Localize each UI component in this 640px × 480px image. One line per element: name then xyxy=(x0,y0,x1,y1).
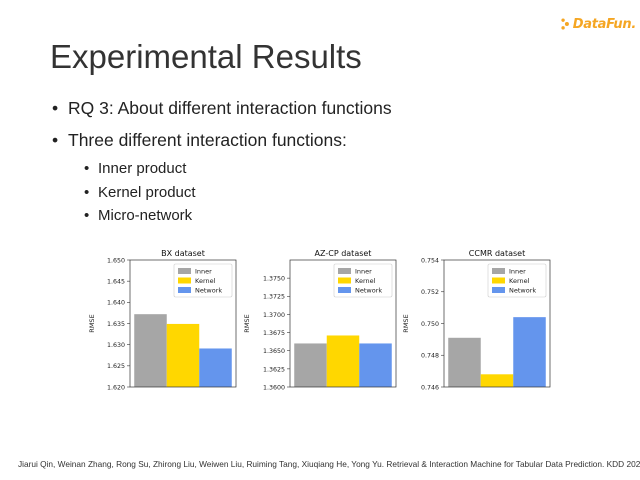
bx-dataset-chart-svg: BX dataset 1.620 1.625 1.630 1.635 1.640 1.645… xyxy=(88,249,237,391)
az-cp-dataset-ytick-label: 1.3625 xyxy=(263,366,285,373)
datafun-logo-text: DataFun. xyxy=(572,16,637,32)
bx-dataset-legend-swatch-kernel xyxy=(178,277,191,284)
az-cp-dataset-legend-label-network: Network xyxy=(355,287,382,295)
az-cp-dataset-chart-svg: AZ-CP dataset 1.3600 1.3625 1.3650 1.3675 1.3… xyxy=(243,249,397,391)
ccmr-dataset-ytick-label: 0.752 xyxy=(421,289,439,296)
bx-dataset-ylabel: RMSE xyxy=(88,314,96,332)
sub-bullet-kernel-product: Kernel product xyxy=(84,181,196,205)
bx-dataset-ytick-label: 1.645 xyxy=(107,279,125,286)
az-cp-dataset-chart: AZ-CP dataset 1.3600 1.3625 1.3650 1.3675 1.3… xyxy=(238,246,398,396)
az-cp-dataset-bar-inner xyxy=(294,343,327,387)
main-bullets: RQ 3: About different interaction functi… xyxy=(52,96,392,160)
bullet-interaction-functions: Three different interaction functions: xyxy=(52,128,392,152)
ccmr-dataset-bar-kernel xyxy=(480,374,514,387)
az-cp-dataset-legend-swatch-inner xyxy=(338,268,351,274)
bx-dataset-title: BX dataset xyxy=(161,249,205,258)
bx-dataset-bar-network xyxy=(199,348,232,387)
az-cp-dataset-bar-kernel xyxy=(326,335,360,387)
sub-bullets: Inner product Kernel product Micro-netwo… xyxy=(84,157,196,228)
bx-dataset-bar-kernel xyxy=(166,323,200,387)
az-cp-dataset-plot-frame xyxy=(289,259,397,388)
az-cp-dataset-legend-swatch-network xyxy=(338,287,351,293)
bx-dataset-bar-inner xyxy=(134,314,167,387)
ccmr-dataset-ytick-label: 0.748 xyxy=(421,353,439,360)
sub-bullet-inner-product: Inner product xyxy=(84,157,196,181)
az-cp-dataset-legend-label-inner: Inner xyxy=(355,268,372,276)
az-cp-dataset-bar-network xyxy=(359,343,392,387)
ccmr-dataset-legend-label-network: Network xyxy=(509,287,536,295)
bx-dataset-ytick-label: 1.650 xyxy=(107,257,125,264)
bx-dataset-ytick-label: 1.640 xyxy=(107,300,125,307)
bullet-rq3: RQ 3: About different interaction functi… xyxy=(52,96,392,120)
az-cp-dataset-ytick-label: 1.3600 xyxy=(263,384,285,391)
az-cp-dataset-ytick-label: 1.3700 xyxy=(263,312,285,319)
az-cp-dataset-legend-label-kernel: Kernel xyxy=(355,277,376,285)
bx-dataset-legend-swatch-network xyxy=(178,287,191,293)
ccmr-dataset-legend-swatch-inner xyxy=(492,268,505,274)
az-cp-dataset-title: AZ-CP dataset xyxy=(315,249,372,258)
bx-dataset-ytick-label: 1.635 xyxy=(107,321,125,328)
ccmr-dataset-plot-frame xyxy=(443,259,551,388)
ccmr-dataset-legend-swatch-network xyxy=(492,287,505,293)
bx-dataset-legend-label-kernel: Kernel xyxy=(195,277,216,285)
ccmr-dataset-chart: CCMR dataset 0.746 0.748 0.750 0.752 0.754 RMS… xyxy=(398,246,552,396)
slide-title: Experimental Results xyxy=(50,38,362,75)
bx-dataset-ytick-label: 1.630 xyxy=(107,342,125,349)
ccmr-dataset-legend-swatch-kernel xyxy=(492,277,505,284)
bx-dataset-plot-frame xyxy=(129,259,237,388)
ccmr-dataset-ytick-label: 0.750 xyxy=(421,321,439,328)
ccmr-dataset-chart-svg: CCMR dataset 0.746 0.748 0.750 0.752 0.754 RMS… xyxy=(402,249,551,391)
ccmr-dataset-bar-network xyxy=(513,317,546,387)
ccmr-dataset-ytick-label: 0.746 xyxy=(421,384,439,391)
az-cp-dataset-ytick-label: 1.3650 xyxy=(263,348,285,355)
az-cp-dataset-legend-swatch-kernel xyxy=(338,277,351,284)
bx-dataset-chart: BX dataset 1.620 1.625 1.630 1.635 1.640 1.645… xyxy=(84,246,238,396)
bx-dataset-ytick-label: 1.620 xyxy=(107,384,125,391)
ccmr-dataset-title: CCMR dataset xyxy=(469,249,525,258)
az-cp-dataset-ytick-label: 1.3750 xyxy=(263,276,285,283)
bx-dataset-ytick-label: 1.625 xyxy=(107,363,125,370)
datafun-logo: DataFun. xyxy=(560,12,636,36)
bx-dataset-legend-label-network: Network xyxy=(195,287,222,295)
ccmr-dataset-ylabel: RMSE xyxy=(402,314,410,332)
sub-bullet-micro-network: Micro-network xyxy=(84,204,196,228)
bx-dataset-legend-swatch-inner xyxy=(178,268,191,274)
ccmr-dataset-legend-label-kernel: Kernel xyxy=(509,277,530,285)
ccmr-dataset-bar-inner xyxy=(448,337,481,387)
az-cp-dataset-ytick-label: 1.3675 xyxy=(263,330,285,337)
ccmr-dataset-legend-label-inner: Inner xyxy=(509,268,526,276)
az-cp-dataset-ytick-label: 1.3725 xyxy=(263,294,285,301)
datafun-logo-icon xyxy=(561,18,569,30)
bx-dataset-legend-label-inner: Inner xyxy=(195,268,212,276)
citation-footer: Jiarui Qin, Weinan Zhang, Rong Su, Zhiro… xyxy=(18,459,640,469)
az-cp-dataset-ylabel: RMSE xyxy=(243,314,251,332)
ccmr-dataset-ytick-label: 0.754 xyxy=(421,257,439,264)
